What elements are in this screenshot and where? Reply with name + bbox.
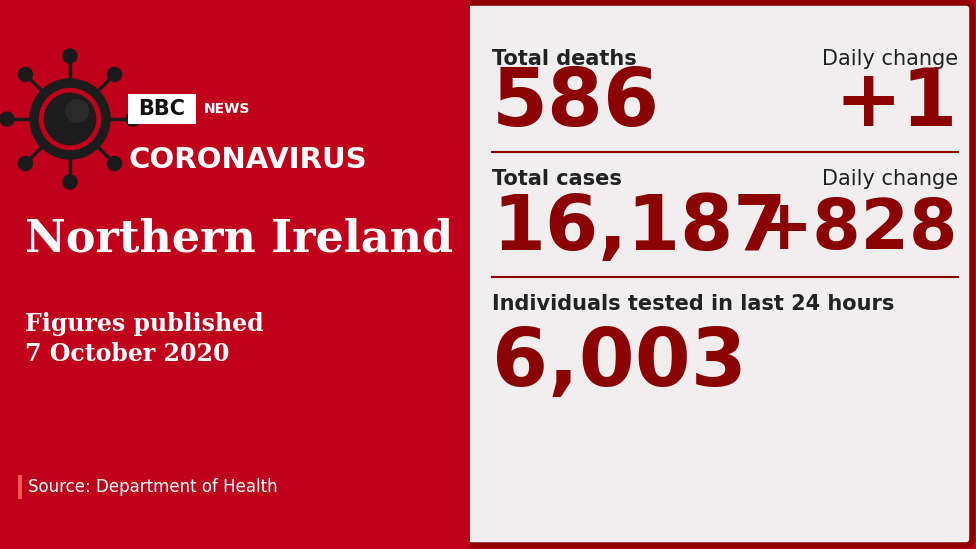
Text: 16,187: 16,187 [492, 192, 787, 266]
Text: +1: +1 [834, 65, 958, 143]
FancyBboxPatch shape [462, 3, 972, 545]
Circle shape [0, 112, 14, 126]
Text: 7 October 2020: 7 October 2020 [25, 342, 229, 366]
Circle shape [63, 49, 77, 63]
Circle shape [107, 156, 122, 171]
Text: BBC: BBC [139, 99, 185, 119]
Circle shape [19, 156, 32, 171]
Bar [0, 0, 470, 549]
Text: Total cases: Total cases [492, 169, 622, 189]
Text: Daily change: Daily change [822, 49, 958, 69]
Text: Individuals tested in last 24 hours: Individuals tested in last 24 hours [492, 294, 894, 314]
Text: Daily change: Daily change [822, 169, 958, 189]
Text: NEWS: NEWS [204, 102, 251, 116]
Text: CORONAVIRUS: CORONAVIRUS [128, 146, 367, 174]
Text: Figures published: Figures published [25, 312, 264, 336]
Text: 586: 586 [492, 65, 660, 143]
Text: Northern Ireland: Northern Ireland [25, 217, 453, 260]
Bar [18, 475, 22, 499]
Bar [128, 94, 196, 124]
Circle shape [63, 175, 77, 189]
Text: Source: Department of Health: Source: Department of Health [28, 478, 277, 496]
Text: Total deaths: Total deaths [492, 49, 636, 69]
Text: +828: +828 [754, 195, 958, 262]
Circle shape [19, 68, 32, 81]
Circle shape [66, 100, 89, 122]
Text: 6,003: 6,003 [492, 325, 747, 403]
Circle shape [107, 68, 122, 81]
Circle shape [126, 112, 140, 126]
Circle shape [30, 79, 110, 159]
